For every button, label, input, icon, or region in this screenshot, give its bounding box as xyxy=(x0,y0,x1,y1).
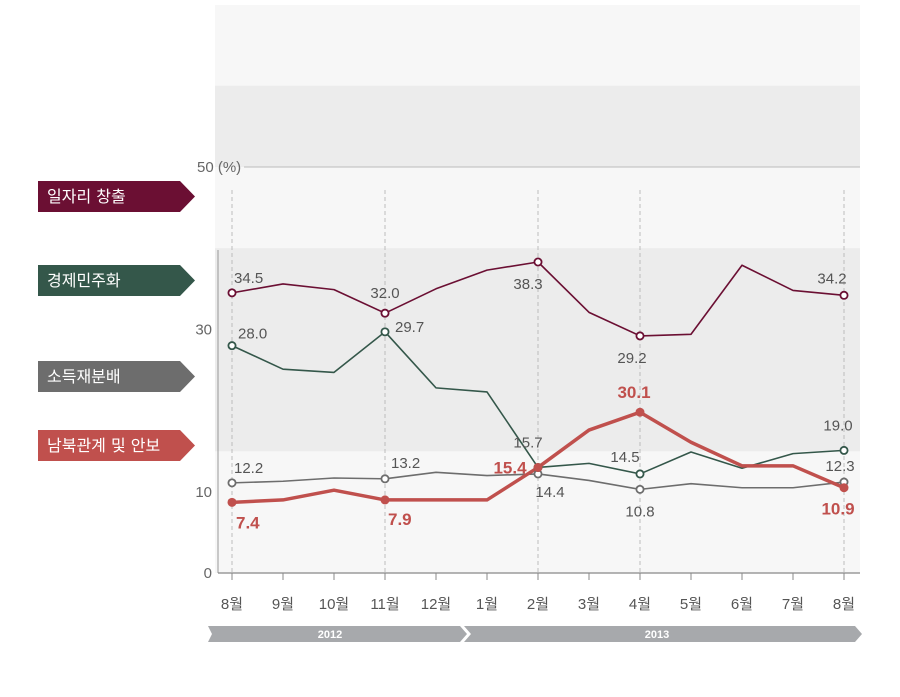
x-tick-label: 4월 xyxy=(629,596,651,613)
legend-tag xyxy=(38,181,195,212)
legend-label: 소득재분배 xyxy=(47,367,121,386)
data-point xyxy=(380,495,390,505)
legend-label: 남북관계 및 안보 xyxy=(47,436,160,455)
x-tick-label: 7월 xyxy=(782,596,804,613)
x-tick-label: 5월 xyxy=(680,596,702,613)
data-label: 28.0 xyxy=(238,326,267,343)
x-tick-label: 12월 xyxy=(421,596,452,613)
x-axis: 8월 9월 10월 11월 12월 1월 2월 3월 4월 5월 6월 7월 8월 xyxy=(221,573,855,613)
x-tick-label: 11월 xyxy=(370,596,399,613)
x-tick-label: 8월 xyxy=(221,596,243,613)
data-label: 15.4 xyxy=(493,458,527,477)
data-point xyxy=(839,290,849,300)
data-point xyxy=(635,484,645,494)
legend-tag xyxy=(38,430,195,461)
data-label: 30.1 xyxy=(617,383,650,402)
data-point xyxy=(635,407,645,417)
year-segment xyxy=(208,626,467,642)
data-label: 15.7 xyxy=(513,434,542,451)
y-tick-label: 0 xyxy=(204,565,212,582)
legend-tag xyxy=(38,361,195,392)
data-label: 34.5 xyxy=(234,270,263,287)
data-label: 12.2 xyxy=(234,460,263,477)
data-point xyxy=(533,257,543,267)
series-points xyxy=(227,257,849,507)
data-label: 19.0 xyxy=(823,417,852,434)
data-point xyxy=(839,483,849,493)
data-label: 10.9 xyxy=(821,500,854,519)
data-label: 29.7 xyxy=(395,319,424,336)
data-point xyxy=(380,308,390,318)
x-tick-label: 9월 xyxy=(272,596,294,613)
legend-label: 경제민주화 xyxy=(47,271,121,290)
data-point xyxy=(227,478,237,488)
value-labels: 34.5 32.0 38.3 29.2 34.2 28.0 29.7 15.7 14.5 19.0… xyxy=(234,270,855,532)
y-axis: 0 10 30 50 (%) xyxy=(195,159,860,582)
x-tick-label: 8월 xyxy=(833,596,855,613)
x-tick-label: 10월 xyxy=(319,596,350,613)
shade-band xyxy=(215,85,860,167)
legend-label: 일자리 창출 xyxy=(47,187,126,206)
data-label: 38.3 xyxy=(513,276,542,293)
data-label: 29.2 xyxy=(617,350,646,367)
data-label: 34.2 xyxy=(817,270,846,287)
data-point xyxy=(635,469,645,479)
x-tick-label: 3월 xyxy=(578,596,600,613)
x-tick-label: 1월 xyxy=(476,596,498,613)
year-segment xyxy=(464,626,862,642)
data-label: 13.2 xyxy=(391,455,420,472)
legend-tag xyxy=(38,265,195,296)
data-point xyxy=(227,341,237,351)
data-label: 14.5 xyxy=(610,449,639,466)
year-bar: 2012 2013 xyxy=(208,626,862,642)
data-point xyxy=(227,497,237,507)
data-point xyxy=(380,474,390,484)
y-tick-label: 30 xyxy=(195,321,212,338)
data-point xyxy=(227,288,237,298)
year-label: 2013 xyxy=(645,629,669,641)
y-tick-label: 50 (%) xyxy=(197,159,241,176)
data-point xyxy=(380,327,390,337)
data-label: 10.8 xyxy=(625,503,654,520)
data-point xyxy=(839,445,849,455)
year-label: 2012 xyxy=(318,629,342,641)
data-label: 12.3 xyxy=(825,458,854,475)
y-tick-label: 10 xyxy=(195,484,212,501)
data-label: 32.0 xyxy=(370,285,399,302)
x-tick-label: 2월 xyxy=(527,596,549,613)
month-guides xyxy=(231,190,845,573)
x-tick-label: 6월 xyxy=(731,596,753,613)
data-point xyxy=(533,462,543,472)
data-label: 14.4 xyxy=(535,484,564,501)
data-label: 7.9 xyxy=(388,510,412,529)
data-label: 7.4 xyxy=(236,513,260,532)
data-point xyxy=(635,331,645,341)
